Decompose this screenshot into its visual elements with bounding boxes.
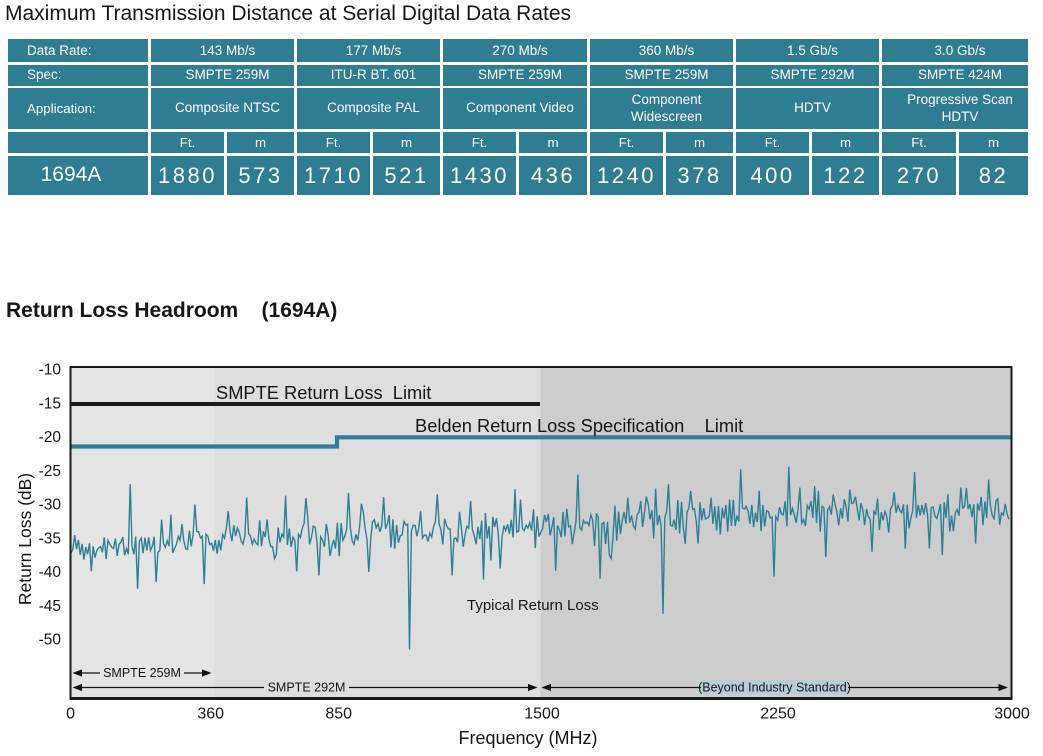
svg-text:-25: -25 [39, 463, 61, 480]
svg-text:360: 360 [197, 706, 224, 723]
svg-text:SMPTE 292M: SMPTE 292M [268, 681, 346, 695]
svg-text:SMPTE Return Loss Limit: SMPTE Return Loss Limit [216, 382, 431, 403]
svg-text:-45: -45 [39, 598, 61, 615]
svg-text:2250: 2250 [760, 706, 796, 723]
svg-text:-50: -50 [39, 632, 62, 649]
svg-text:Return Loss (dB): Return Loss (dB) [15, 473, 35, 605]
svg-text:-35: -35 [39, 530, 61, 547]
svg-text:Typical Return Loss: Typical Return Loss [467, 597, 599, 614]
svg-text:0: 0 [66, 706, 75, 723]
svg-text:3000: 3000 [994, 706, 1030, 723]
svg-text:Frequency (MHz): Frequency (MHz) [458, 728, 597, 748]
svg-text:-10: -10 [39, 362, 62, 379]
svg-text:-30: -30 [39, 497, 62, 514]
svg-text:-20: -20 [39, 429, 62, 446]
svg-text:-15: -15 [39, 395, 61, 412]
svg-text:-40: -40 [39, 564, 62, 581]
svg-text:(Beyond Industry Standard): (Beyond Industry Standard) [698, 681, 851, 695]
svg-text:850: 850 [325, 706, 352, 723]
svg-text:1500: 1500 [524, 706, 560, 723]
svg-text:SMPTE 259M: SMPTE 259M [103, 666, 181, 680]
svg-text:Belden Return Loss Specificati: Belden Return Loss Specification Limit [415, 415, 743, 436]
